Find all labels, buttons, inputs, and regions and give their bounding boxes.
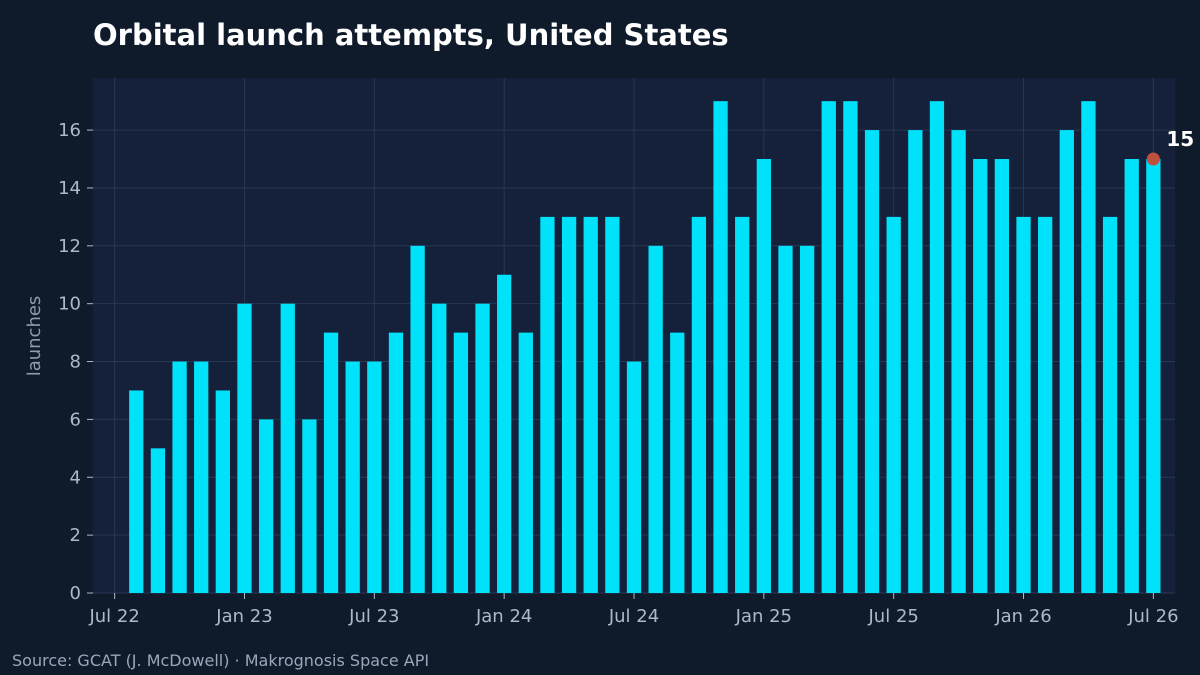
bars <box>129 101 1161 594</box>
bar <box>713 101 728 594</box>
bar <box>518 332 533 593</box>
x-tick-label: Jan 24 <box>475 606 532 627</box>
chart-title: Orbital launch attempts, United States <box>93 18 729 52</box>
bar <box>215 390 230 593</box>
bar <box>843 101 858 594</box>
y-tick-label: 0 <box>70 583 81 604</box>
bar <box>951 130 966 593</box>
bar <box>345 361 360 593</box>
x-tick-label: Jul 24 <box>608 606 659 627</box>
axes: 0 2 4 6 8 10 12 14 16 Jul 22 Jan 23 Jul 23 Jan 24 Jul… <box>58 120 1178 627</box>
bar <box>497 274 512 593</box>
bar <box>410 245 425 593</box>
bar <box>648 245 663 593</box>
bar <box>129 390 144 593</box>
y-tick-label: 12 <box>58 236 81 257</box>
bar <box>691 216 707 593</box>
x-tick-label: Jan 23 <box>215 606 272 627</box>
bar <box>929 101 945 594</box>
bar <box>973 159 988 593</box>
bar <box>735 216 750 593</box>
bar <box>172 361 187 593</box>
bar <box>799 245 815 593</box>
bar <box>1016 216 1031 593</box>
bar <box>1146 159 1161 593</box>
bar <box>475 303 490 593</box>
bar <box>280 303 295 593</box>
x-tick-label: Jul 23 <box>348 606 399 627</box>
bar <box>626 361 642 593</box>
bar <box>323 332 339 593</box>
y-tick-label: 6 <box>70 409 81 430</box>
bar <box>583 216 598 593</box>
x-tick-label: Jan 25 <box>735 606 792 627</box>
bar <box>388 332 404 593</box>
bar <box>605 216 620 593</box>
bar <box>258 419 274 593</box>
y-tick-label: 14 <box>58 178 81 199</box>
bar <box>886 216 901 593</box>
bar <box>194 361 209 593</box>
source-note: Source: GCAT (J. McDowell) · Makrognosis… <box>12 651 430 670</box>
latest-value-label: 15 <box>1166 127 1194 151</box>
bar <box>1059 130 1074 593</box>
bar <box>302 419 317 593</box>
bar <box>1102 216 1118 593</box>
bar <box>540 216 555 593</box>
bar <box>1038 216 1053 593</box>
bar <box>864 130 880 593</box>
y-tick-label: 4 <box>70 467 81 488</box>
y-tick-label: 2 <box>70 525 81 546</box>
bar <box>561 216 577 593</box>
bar <box>1081 101 1096 594</box>
bar <box>150 448 166 593</box>
x-tick-label: Jul 26 <box>1127 606 1178 627</box>
x-tick-label: Jul 22 <box>88 606 139 627</box>
bar <box>994 159 1010 593</box>
bar <box>756 159 771 593</box>
y-tick-label: 16 <box>58 120 81 141</box>
bar <box>367 361 382 593</box>
bar <box>432 303 447 593</box>
y-axis-title: launches <box>24 296 45 377</box>
bar <box>821 101 836 594</box>
bar <box>1124 159 1139 593</box>
latest-value-marker <box>1146 152 1160 166</box>
y-tick-label: 8 <box>70 352 81 373</box>
bar <box>670 332 685 593</box>
x-tick-label: Jan 26 <box>994 606 1051 627</box>
bar <box>453 332 469 593</box>
bar <box>237 303 252 593</box>
y-tick-label: 10 <box>58 294 81 315</box>
bar <box>908 130 923 593</box>
bar <box>778 245 793 593</box>
x-tick-label: Jul 25 <box>868 606 919 627</box>
